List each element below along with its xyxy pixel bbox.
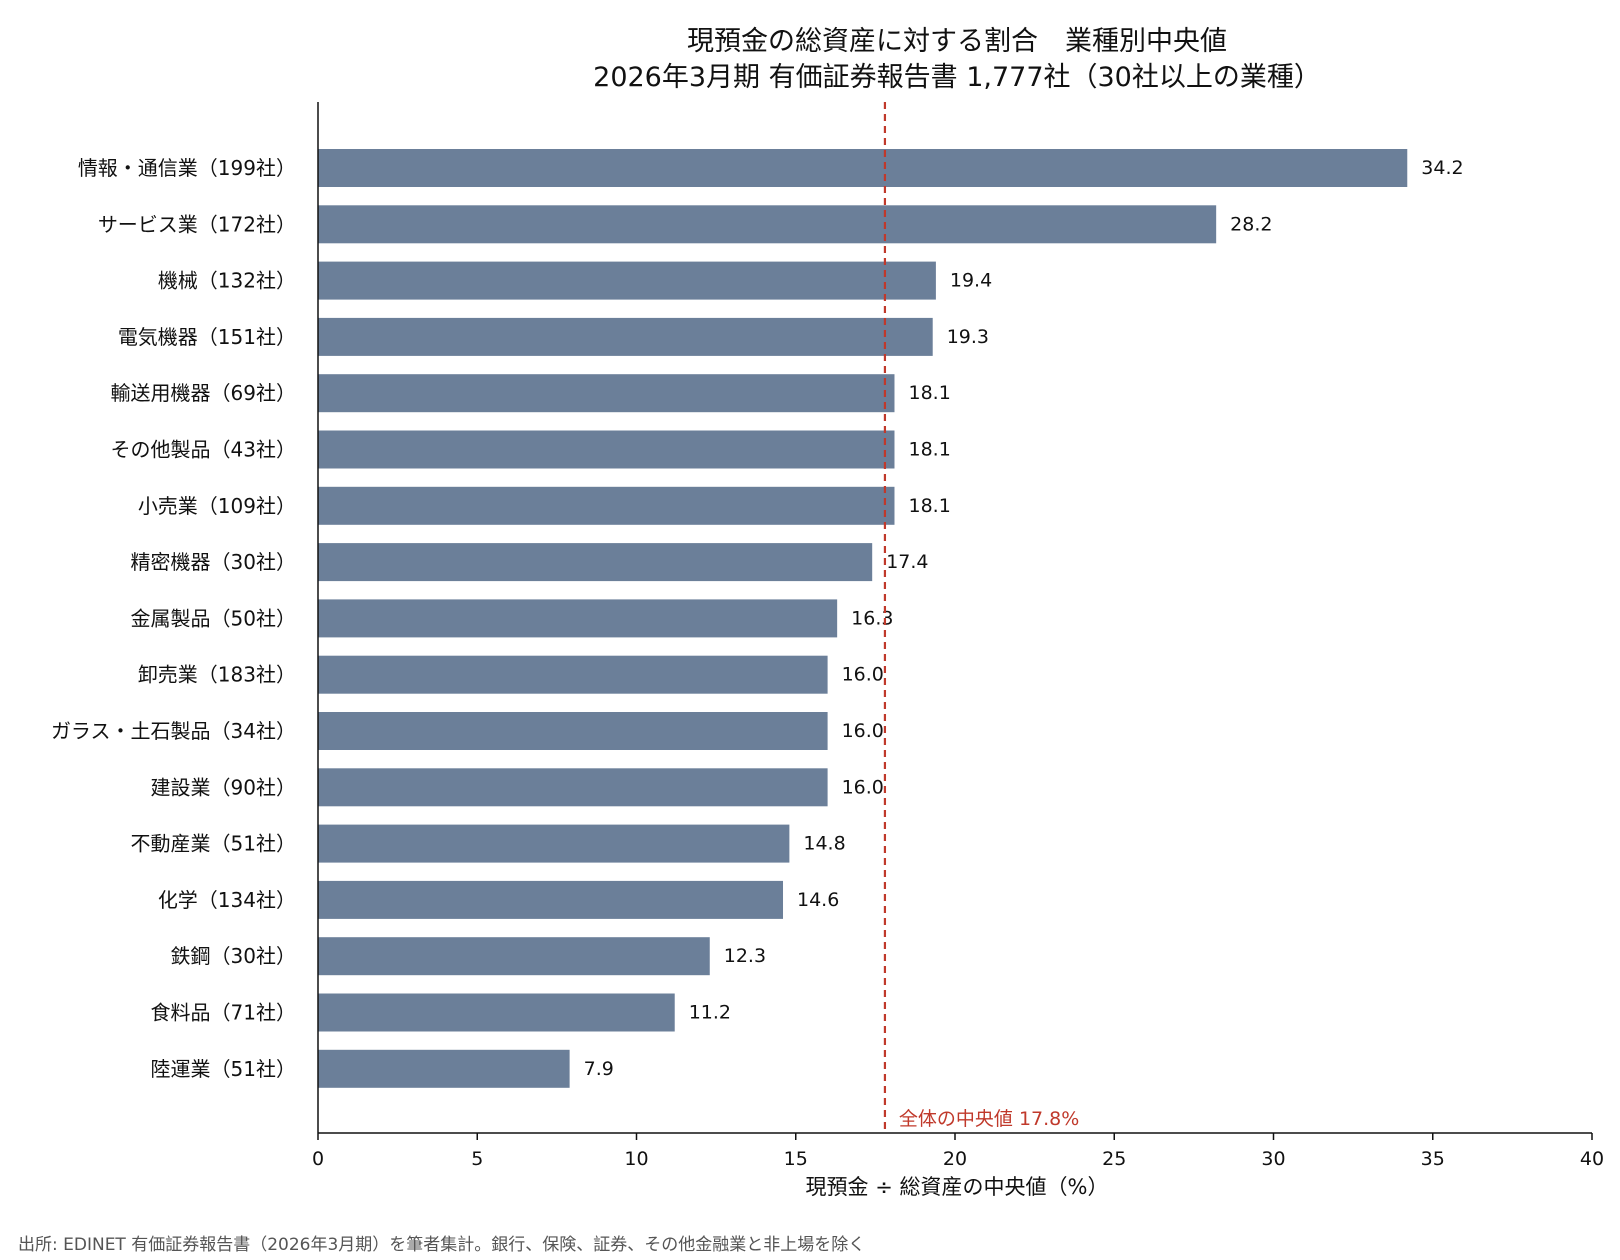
category-label: 建設業（90社） [151, 775, 296, 799]
value-label: 7.9 [584, 1058, 614, 1080]
bar [318, 374, 895, 413]
bar [318, 317, 933, 356]
x-tick-label: 20 [943, 1148, 967, 1170]
median-reference-label: 全体の中央値 17.8% [899, 1108, 1079, 1130]
value-label: 14.6 [797, 889, 839, 911]
category-label: 鉄鋼（30社） [171, 944, 296, 968]
bar [318, 1049, 570, 1088]
bar [318, 149, 1408, 187]
bar [318, 993, 675, 1032]
category-label: 情報・通信業（199社） [78, 156, 296, 180]
bar [318, 712, 828, 750]
category-label: 電気機器（151社） [118, 325, 296, 349]
value-label: 16.0 [842, 664, 884, 686]
chart-title-line2: 2026年3月期 有価証券報告書 1,777社（30社以上の業種） [593, 62, 1321, 93]
category-label: 輸送用機器（69社） [111, 381, 296, 405]
x-tick-label: 25 [1102, 1148, 1126, 1170]
bar [318, 880, 784, 919]
x-axis-ticks: 0 5 10 15 20 25 30 35 40 [312, 1133, 1604, 1170]
bar [318, 543, 873, 582]
value-label: 16.0 [842, 776, 884, 798]
category-label: 小売業（109社） [138, 494, 296, 518]
bar [318, 261, 936, 300]
category-label: 金属製品（50社） [131, 606, 296, 630]
value-label: 11.2 [689, 1002, 731, 1024]
bar [318, 768, 828, 807]
x-tick-label: 40 [1580, 1148, 1604, 1170]
bar [318, 655, 828, 694]
category-label: その他製品（43社） [111, 438, 296, 462]
value-label: 16.3 [851, 607, 893, 629]
value-label: 18.1 [908, 495, 950, 517]
value-labels: 34.2 28.2 19.4 19.3 18.1 18.1 18.1 17.4 16.3 16.0… [584, 157, 1464, 1080]
category-label: 精密機器（30社） [131, 550, 296, 574]
bar [318, 486, 895, 525]
x-tick-label: 5 [471, 1148, 483, 1170]
value-label: 19.3 [947, 326, 989, 348]
source-note: 出所: EDINET 有価証券報告書（2026年3月期）を筆者集計。銀行、保険、… [18, 1235, 865, 1255]
value-label: 14.8 [803, 833, 845, 855]
category-label: 機械（132社） [158, 269, 296, 293]
category-label: 卸売業（183社） [138, 663, 296, 687]
value-label: 16.0 [842, 720, 884, 742]
category-label: 食料品（71社） [151, 1001, 296, 1025]
value-label: 28.2 [1230, 213, 1272, 235]
x-tick-label: 0 [312, 1148, 324, 1170]
category-label: 陸運業（51社） [151, 1057, 296, 1081]
value-label: 18.1 [908, 382, 950, 404]
category-label: 不動産業（51社） [131, 832, 296, 856]
chart-title-line1: 現預金の総資産に対する割合 業種別中央値 [687, 26, 1227, 57]
bar [318, 205, 1217, 244]
value-label: 19.4 [950, 270, 992, 292]
x-tick-label: 35 [1421, 1148, 1445, 1170]
category-label: ガラス・土石製品（34社） [51, 719, 296, 743]
category-labels: 情報・通信業（199社） サービス業（172社） 機械（132社） 電気機器（151社… [51, 156, 296, 1081]
category-label: サービス業（172社） [98, 212, 296, 236]
value-label: 17.4 [886, 551, 928, 573]
bar [318, 430, 895, 469]
bars-group [318, 149, 1408, 1088]
bar [318, 824, 790, 863]
bar [318, 937, 710, 976]
value-label: 18.1 [908, 439, 950, 461]
x-tick-label: 15 [784, 1148, 808, 1170]
value-label: 34.2 [1421, 157, 1463, 179]
bar [318, 599, 838, 638]
value-label: 12.3 [724, 945, 766, 967]
x-axis-label: 現預金 ÷ 総資産の中央値（%） [806, 1175, 1109, 1199]
x-tick-label: 10 [624, 1148, 648, 1170]
category-label: 化学（134社） [158, 888, 296, 912]
x-tick-label: 30 [1261, 1148, 1285, 1170]
